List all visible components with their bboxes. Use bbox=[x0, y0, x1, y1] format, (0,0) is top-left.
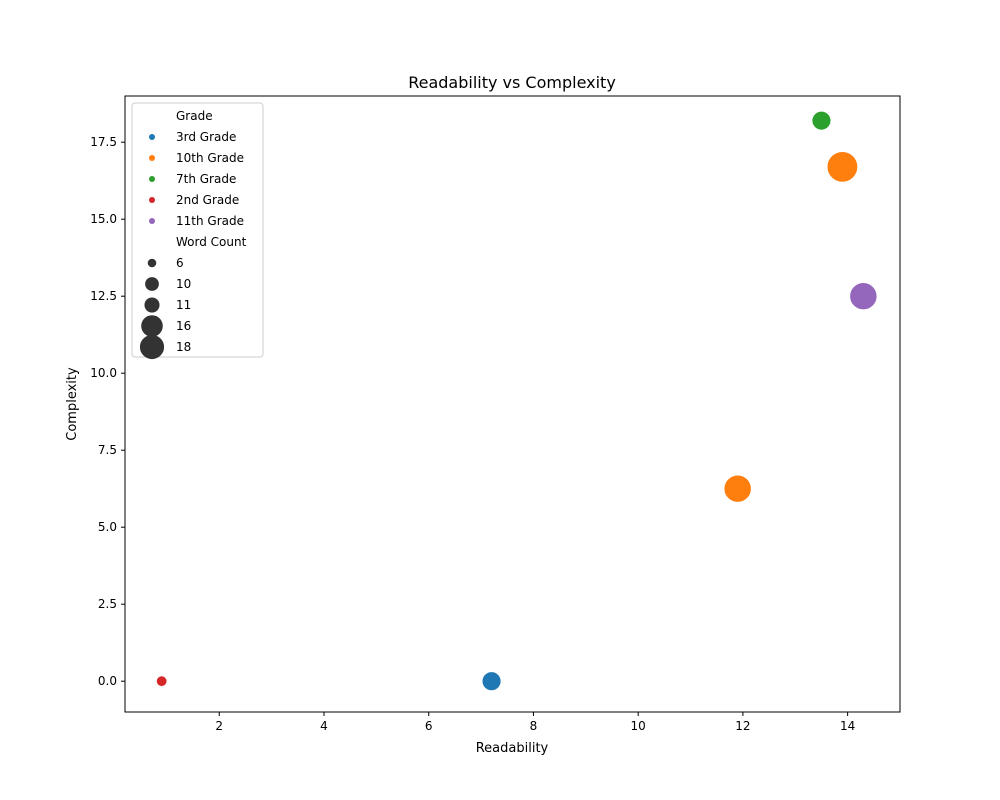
chart-title: Readability vs Complexity bbox=[408, 73, 616, 92]
x-tick-label: 8 bbox=[530, 719, 538, 733]
legend-hue-marker bbox=[149, 134, 155, 140]
legend-hue-label: 3rd Grade bbox=[176, 130, 236, 144]
legend-size-title: Word Count bbox=[176, 235, 247, 249]
legend-size-marker bbox=[147, 258, 157, 268]
y-tick-label: 17.5 bbox=[90, 135, 117, 149]
scatter-point bbox=[826, 150, 859, 183]
legend-size-label: 16 bbox=[176, 319, 191, 333]
scatter-point bbox=[848, 281, 878, 311]
scatter-point bbox=[155, 675, 168, 688]
y-axis-ticks: 0.0 2.5 5.0 7.5 10.0 12.5 15.0 17.5 bbox=[90, 135, 125, 688]
legend-hue-label: 11th Grade bbox=[176, 214, 244, 228]
legend-hue-title: Grade bbox=[176, 109, 213, 123]
legend-size-label: 10 bbox=[176, 277, 191, 291]
x-tick-label: 4 bbox=[320, 719, 328, 733]
x-tick-label: 12 bbox=[735, 719, 750, 733]
x-tick-label: 14 bbox=[840, 719, 855, 733]
data-points bbox=[155, 110, 878, 692]
legend-hue-marker bbox=[149, 176, 155, 182]
scatter-point bbox=[481, 670, 502, 692]
y-tick-label: 12.5 bbox=[90, 289, 117, 303]
legend-box bbox=[131, 102, 264, 358]
legend-hue-label: 2nd Grade bbox=[176, 193, 239, 207]
legend-size-marker bbox=[139, 334, 165, 360]
plot-area-frame bbox=[124, 95, 901, 713]
y-axis-label: Complexity bbox=[65, 367, 80, 441]
legend-size-marker bbox=[144, 297, 160, 313]
legend: Grade 3rd Grade 10th Grade 7th Grade 2nd Gra… bbox=[131, 102, 264, 360]
x-tick-label: 6 bbox=[425, 719, 433, 733]
legend-hue-label: 10th Grade bbox=[176, 151, 244, 165]
legend-hue-marker bbox=[149, 155, 155, 161]
legend-hue-label: 7th Grade bbox=[176, 172, 236, 186]
legend-hue-marker bbox=[149, 218, 155, 224]
legend-size-label: 6 bbox=[176, 256, 184, 270]
legend-size-marker bbox=[141, 315, 163, 337]
y-tick-label: 7.5 bbox=[98, 443, 117, 457]
y-tick-label: 10.0 bbox=[90, 366, 117, 380]
y-tick-label: 5.0 bbox=[98, 520, 117, 534]
legend-size-label: 11 bbox=[176, 298, 191, 312]
legend-hue-marker bbox=[149, 197, 155, 203]
x-axis-label: Readability bbox=[476, 741, 549, 756]
y-tick-label: 0.0 bbox=[98, 674, 117, 688]
x-tick-label: 2 bbox=[215, 719, 223, 733]
x-tick-label: 10 bbox=[631, 719, 646, 733]
scatter-point bbox=[723, 474, 753, 504]
y-tick-label: 2.5 bbox=[98, 597, 117, 611]
x-axis-ticks: 2 4 6 8 10 12 14 bbox=[215, 712, 855, 733]
legend-size-label: 18 bbox=[176, 340, 191, 354]
legend-size-marker bbox=[145, 277, 159, 291]
scatter-point bbox=[811, 110, 832, 131]
y-tick-label: 15.0 bbox=[90, 212, 117, 226]
